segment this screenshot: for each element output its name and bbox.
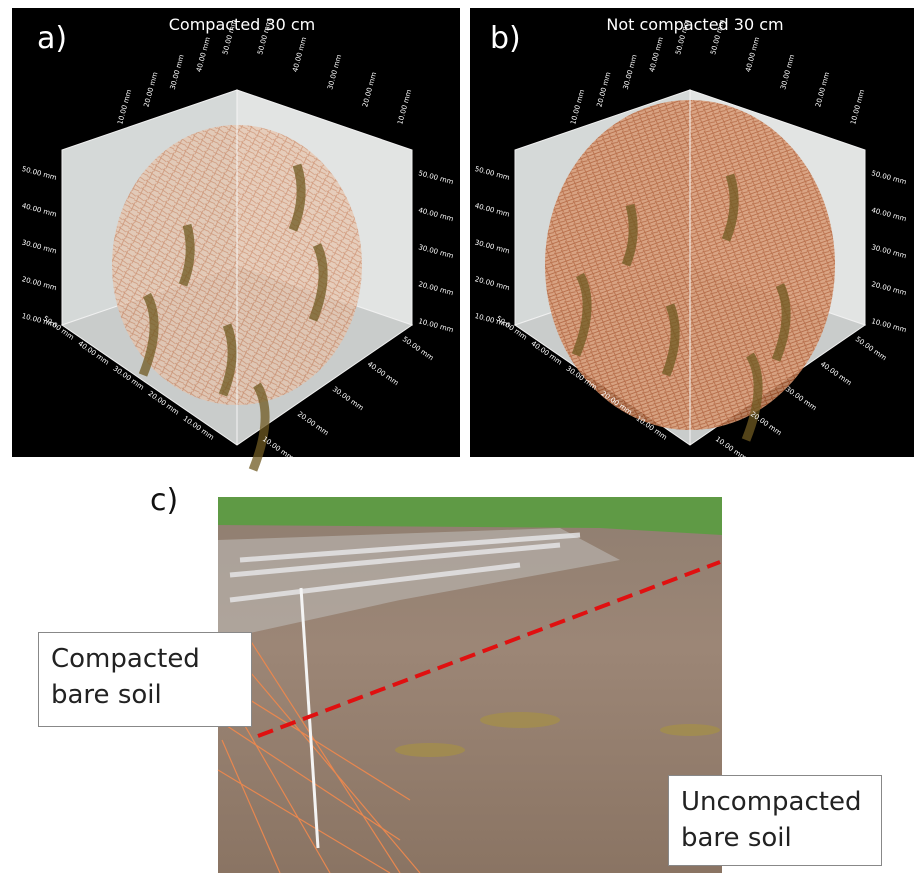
label-compacted-text: Compacted bare soil <box>51 641 221 713</box>
label-uncompacted-text: Uncompacted bare soil <box>681 784 871 856</box>
panel-letter: c) <box>150 483 178 518</box>
figure-canvas: a)Compacted 30 cm50.00 mm40.00 mm30.00 m… <box>0 0 917 873</box>
panel-title: Compacted 30 cm <box>169 15 316 34</box>
panel-letter: b) <box>490 21 521 56</box>
label-uncompacted: Uncompacted bare soil <box>668 775 882 866</box>
label-compacted: Compacted bare soil <box>38 632 252 727</box>
photo-weeds <box>395 743 465 757</box>
panel-title: Not compacted 30 cm <box>606 15 783 34</box>
photo-weeds <box>660 724 720 736</box>
figure: a)Compacted 30 cm50.00 mm40.00 mm30.00 m… <box>0 0 917 873</box>
photo-weeds <box>480 712 560 728</box>
photo <box>218 497 722 873</box>
panel-letter: a) <box>37 21 67 56</box>
